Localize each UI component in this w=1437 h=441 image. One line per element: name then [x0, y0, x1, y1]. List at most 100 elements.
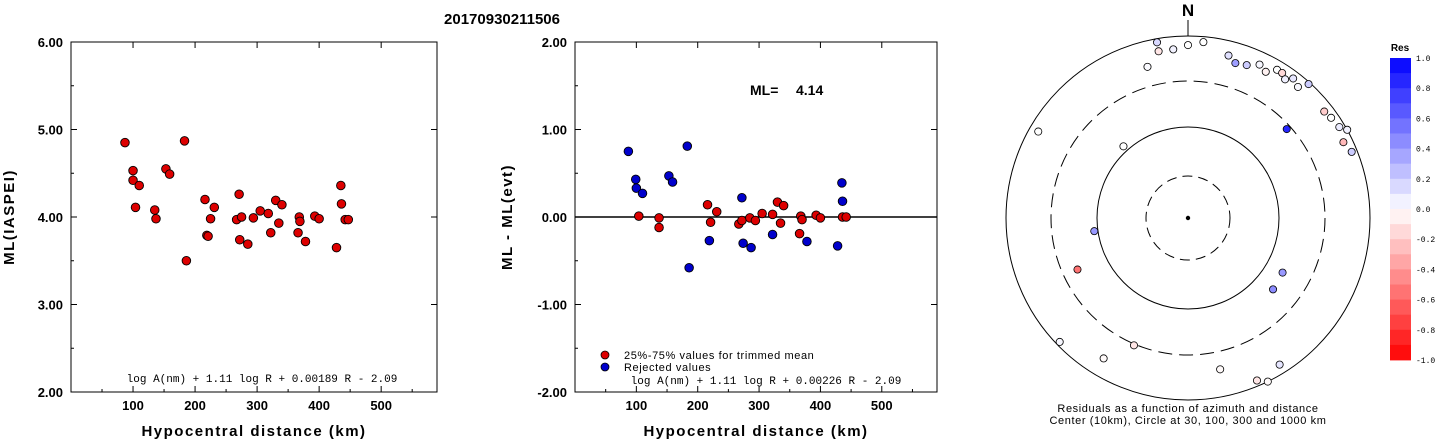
polar-station — [1281, 75, 1290, 84]
colorbar-cell — [1390, 73, 1411, 89]
colorbar-cell — [1390, 314, 1411, 331]
panel1-point-red — [120, 137, 130, 148]
residual-vs-distance-panel: 100 200 300 400 500 -2.00 -1.00 0.00 1.00 2.00 Hy… — [499, 35, 938, 440]
colorbar-label: 0.4 — [1416, 146, 1431, 155]
panel1-point-red — [134, 180, 144, 191]
polar-station — [1255, 60, 1264, 69]
panel2-point-blue — [682, 141, 693, 151]
panel2-xtick-label: 200 — [687, 398, 709, 413]
colorbar-cell — [1390, 178, 1411, 195]
panel2-point-blue — [631, 183, 642, 193]
panel1-point-red — [128, 165, 138, 176]
panel2-xtick-label: 300 — [748, 398, 770, 413]
polar-station — [1252, 376, 1261, 385]
panel1-xtick-label: 200 — [184, 398, 206, 413]
colorbar-cell — [1390, 299, 1411, 316]
panel2-ytick-label: -1.00 — [537, 298, 567, 313]
polar-station — [1034, 127, 1043, 136]
legend-swatch-trimmed — [600, 350, 610, 360]
polar-caption-line2: Center (10km), Circle at 30, 100, 300 an… — [1049, 415, 1326, 427]
panel1-y-axis-label: ML(IASPEI) — [1, 169, 18, 265]
panel2-ytick-label: 2.00 — [542, 35, 567, 50]
panel2-point-red — [841, 212, 851, 222]
polar-station — [1055, 337, 1064, 346]
panel1-point-red — [164, 169, 175, 179]
panel2-point-blue — [630, 174, 641, 185]
panel1-ytick-label: 3.00 — [38, 298, 63, 313]
legend-swatch-rejected — [600, 362, 610, 372]
panel1-point-red — [243, 239, 253, 249]
panel1-point-red — [293, 227, 303, 238]
colorbar-cell — [1390, 269, 1411, 285]
panel1-ytick-label: 5.00 — [38, 123, 63, 138]
panel1-point-red — [151, 213, 161, 224]
polar-station — [1275, 360, 1284, 369]
panel2-point-blue — [767, 229, 778, 240]
panel2-point-red — [654, 213, 664, 223]
panel1-formula: log A(nm) + 1.11 log R + 0.00189 R - 2.0… — [127, 374, 398, 386]
polar-station — [1320, 107, 1329, 116]
colorbar-cell — [1390, 118, 1411, 134]
panel2-point-red — [711, 206, 722, 217]
colorbar-cell — [1390, 103, 1411, 119]
polar-station — [1119, 142, 1128, 151]
polar-station — [1343, 125, 1352, 134]
polar-stations — [1034, 38, 1356, 386]
panel1-point-red — [336, 180, 346, 191]
panel1-point-red — [343, 214, 354, 225]
polar-station — [1090, 227, 1099, 236]
panel2-point-blue — [704, 235, 715, 246]
panel1-point-red — [263, 208, 274, 219]
panel1-point-red — [336, 199, 347, 209]
panel1-point-red — [209, 202, 220, 213]
panel1-point-red — [295, 216, 305, 227]
polar-station — [1269, 285, 1278, 294]
colorbar-cell — [1390, 163, 1411, 180]
colorbar-label: 1.0 — [1416, 55, 1431, 64]
polar-station — [1282, 125, 1291, 134]
panel2-point-red — [815, 213, 826, 223]
colorbar-label: 0.6 — [1416, 115, 1431, 124]
figure-title: 20170930211506 — [444, 11, 560, 28]
panel2-point-red — [654, 222, 664, 233]
polar-station — [1263, 377, 1272, 386]
panel1-point-red — [128, 175, 138, 185]
panel1-point-red — [236, 212, 247, 222]
panel1-point-red — [149, 205, 160, 215]
colorbar-cell — [1390, 133, 1411, 149]
panel1-xtick-label: 400 — [308, 398, 330, 413]
panel1-ytick-label: 6.00 — [38, 35, 63, 50]
colorbar-label: 0.0 — [1416, 206, 1431, 215]
polar-station — [1216, 365, 1225, 374]
panel1-point-red — [181, 256, 192, 266]
panel2-point-blue — [667, 177, 678, 187]
panel2-ytick-label: -2.00 — [537, 385, 567, 400]
polar-station — [1335, 123, 1344, 132]
ring-300km — [1050, 80, 1326, 356]
panel2-point-red — [778, 200, 789, 211]
panel2-point-red — [705, 217, 716, 227]
polar-station — [1327, 113, 1336, 122]
polar-station — [1339, 138, 1348, 147]
azimuth-residual-polar-plot: N Residuals as a function of azimuth and… — [1005, 1, 1371, 427]
colorbar-label: -0.8 — [1416, 327, 1435, 336]
panel1-point-red — [234, 234, 245, 245]
panel1-point-red — [234, 189, 244, 199]
panel2-point-red — [775, 218, 786, 228]
panel1-point-red — [179, 136, 190, 146]
panel2-xtick-label: 100 — [626, 398, 648, 413]
colorbar-title: Res — [1391, 43, 1410, 54]
panel1-xtick-label: 100 — [122, 398, 144, 413]
panel2-x-axis-label: Hypocentral distance (km) — [643, 423, 868, 440]
panel2-point-blue — [837, 196, 848, 206]
panel1-points — [120, 136, 354, 266]
panel2-ticks: 100 200 300 400 500 -2.00 -1.00 0.00 1.00 2.00 — [537, 35, 937, 413]
polar-station — [1242, 61, 1251, 70]
polar-station — [1169, 45, 1178, 54]
panel2-point-red — [634, 211, 644, 221]
colorbar-cell — [1390, 254, 1411, 270]
colorbar-label: -1.0 — [1416, 357, 1435, 366]
polar-station — [1153, 38, 1162, 47]
panel1-x-axis-label: Hypocentral distance (km) — [141, 423, 366, 440]
polar-caption-line1: Residuals as a function of azimuth and d… — [1057, 403, 1318, 415]
